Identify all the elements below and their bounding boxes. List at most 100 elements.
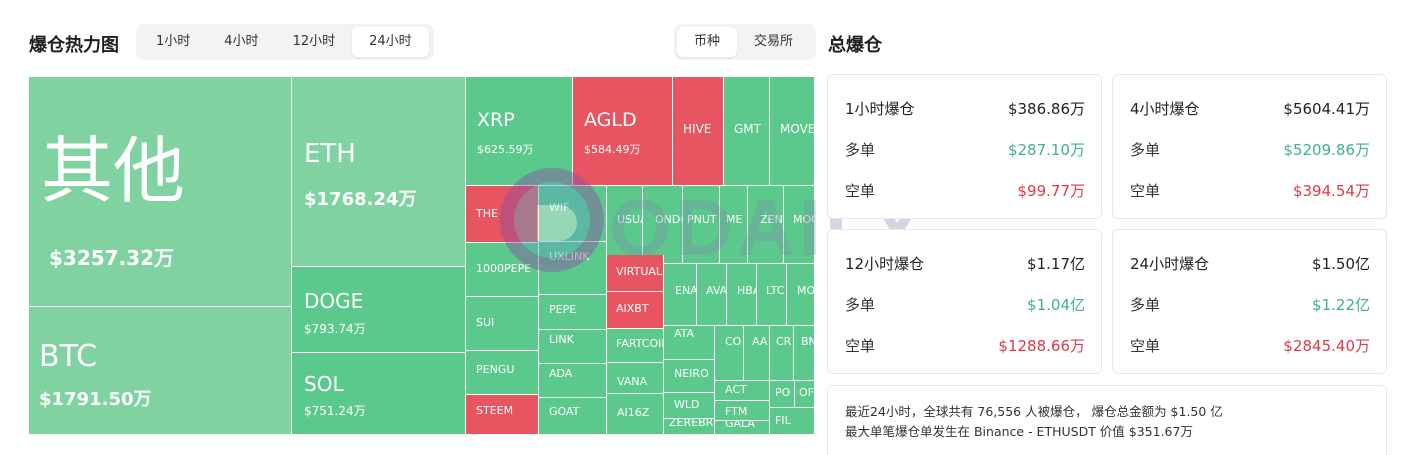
card-period: 1小时爆仓 xyxy=(845,99,915,118)
tab-4h[interactable]: 4小时 xyxy=(224,34,259,49)
long-label: 多单 xyxy=(845,140,876,159)
heatmap-cell[interactable]: MOVE xyxy=(770,77,815,186)
heatmap-cell[interactable]: PNUT xyxy=(683,186,720,264)
heatmap-cell[interactable]: WLD xyxy=(664,393,715,419)
heatmap-cell[interactable]: OF xyxy=(795,381,815,408)
heatmap-cell[interactable]: STEEM xyxy=(466,395,539,435)
long-value: $5209.86万 xyxy=(1283,140,1370,159)
heatmap-cell[interactable]: HIVE xyxy=(673,77,724,186)
heatmap-cell[interactable]: NEIRO xyxy=(664,360,715,393)
heatmap-cell[interactable]: AIXBT xyxy=(607,292,664,329)
cell-symbol: GOAT xyxy=(549,405,580,418)
cell-symbol: 其他 xyxy=(41,129,186,213)
heatmap-cell[interactable]: USUAL xyxy=(607,186,643,264)
heatmap-title: 爆仓热力图 xyxy=(29,35,119,56)
heatmap-cell[interactable]: CR xyxy=(770,326,794,381)
cell-symbol: ME xyxy=(726,213,743,226)
cell-symbol: 1000PEPE xyxy=(476,262,532,275)
heatmap-cell[interactable]: SOL $751.24万 xyxy=(292,353,466,435)
heatmap-cell[interactable]: 其他 $3257.32万 xyxy=(29,77,292,307)
card-1h: 1小时爆仓 $386.86万 多单 $287.10万 空单 $99.77万 xyxy=(827,74,1102,219)
card-total: $386.86万 xyxy=(1007,99,1085,118)
tab-24h[interactable]: 24小时 xyxy=(352,27,429,57)
heatmap-cell[interactable]: LTC xyxy=(757,264,787,326)
heatmap-cell[interactable]: ACT xyxy=(715,381,770,401)
heatmap-cell[interactable]: FIL xyxy=(770,408,815,435)
heatmap-cell[interactable]: AVA xyxy=(697,264,727,326)
heatmap-cell[interactable]: ME xyxy=(720,186,748,264)
tab-exchange[interactable]: 交易所 xyxy=(754,34,794,49)
heatmap-cell[interactable]: BTC $1791.50万 xyxy=(29,307,292,435)
cell-symbol: UXLINK xyxy=(549,250,590,263)
cell-symbol: ONDO xyxy=(655,213,682,226)
heatmap-cell[interactable]: ETH $1768.24万 xyxy=(292,77,466,267)
heatmap-cell[interactable]: XRP $625.59万 xyxy=(466,77,573,186)
short-label: 空单 xyxy=(1130,181,1161,200)
tab-1h[interactable]: 1小时 xyxy=(156,34,191,49)
cell-symbol: BTC xyxy=(39,339,98,374)
cell-symbol: ENA xyxy=(675,284,697,297)
heatmap-cell[interactable]: FTM xyxy=(715,401,770,421)
heatmap-cell[interactable]: DOGE $793.74万 xyxy=(292,267,466,353)
heatmap-cell[interactable]: AI16Z xyxy=(607,394,664,435)
heatmap-cell[interactable]: GOAT xyxy=(539,398,607,435)
heatmap-cell[interactable]: ADA xyxy=(539,364,607,398)
cell-symbol: ETH xyxy=(304,139,356,169)
heatmap-cell[interactable]: PENGU xyxy=(466,351,539,395)
cell-symbol: VIRTUAL xyxy=(616,265,663,278)
heatmap-cell[interactable]: UXLINK xyxy=(539,242,607,295)
cell-symbol: AIXBT xyxy=(616,302,649,315)
heatmap-cell[interactable]: PO xyxy=(770,381,795,408)
cell-symbol: WLD xyxy=(674,398,700,411)
heatmap-cell[interactable]: LINK xyxy=(539,330,607,364)
cell-symbol: BN xyxy=(801,335,814,348)
cell-symbol: GMT xyxy=(734,122,761,136)
heatmap-cell[interactable]: SUI xyxy=(466,297,539,351)
heatmap-cell[interactable]: GMT xyxy=(724,77,770,186)
heatmap-cell[interactable]: GALA xyxy=(715,421,770,435)
cell-symbol: WIF xyxy=(549,201,570,214)
short-value: $2845.40万 xyxy=(1283,336,1370,355)
cell-symbol: DOGE xyxy=(304,289,364,313)
heatmap-cell[interactable]: WIF xyxy=(539,186,607,242)
time-range-switch: 1小时 4小时 12小时 24小时 xyxy=(136,24,434,60)
heatmap-cell[interactable]: AA xyxy=(744,326,770,381)
heatmap-cell[interactable]: BN xyxy=(794,326,815,381)
short-value: $99.77万 xyxy=(1017,181,1086,200)
heatmap-cell[interactable]: ENA xyxy=(664,264,697,326)
cell-symbol: OF xyxy=(799,386,814,399)
heatmap-cell[interactable]: CO xyxy=(715,326,744,381)
heatmap-cell[interactable]: ZEN xyxy=(748,186,784,264)
cell-symbol: STEEM xyxy=(476,404,514,417)
heatmap-cell[interactable]: 1000PEPE xyxy=(466,243,539,297)
tab-coin[interactable]: 币种 xyxy=(677,27,738,57)
short-label: 空单 xyxy=(1130,336,1161,355)
cell-symbol: USUAL xyxy=(617,213,642,226)
heatmap-cell[interactable]: AGLD $584.49万 xyxy=(573,77,673,186)
liquidation-heatmap: 其他 $3257.32万 BTC $1791.50万 ETH $1768.24万 DOGE $… xyxy=(29,77,815,435)
heatmap-cell[interactable]: VANA xyxy=(607,363,664,394)
heatmap-cell[interactable]: PEPE xyxy=(539,295,607,330)
heatmap-cell[interactable]: ATA xyxy=(664,326,715,360)
cell-value: $3257.32万 xyxy=(49,246,175,270)
summary-line-1: 最近24小时，全球共有 76,556 人被爆仓， 爆仓总金额为 $1.50 亿 xyxy=(845,404,1223,419)
tab-12h[interactable]: 12小时 xyxy=(292,34,336,49)
long-label: 多单 xyxy=(1130,295,1161,314)
heatmap-cell[interactable]: ZEREBRO xyxy=(664,419,715,435)
heatmap-cell[interactable]: VIRTUAL xyxy=(607,255,664,292)
heatmap-cell[interactable]: HBA xyxy=(727,264,757,326)
card-4h: 4小时爆仓 $5604.41万 多单 $5209.86万 空单 $394.54万 xyxy=(1112,74,1387,219)
cell-symbol: MOVE xyxy=(780,122,815,136)
group-switch: 币种 交易所 xyxy=(674,24,816,60)
heatmap-cell[interactable]: THE xyxy=(466,186,539,243)
heatmap-cell[interactable]: ONDO xyxy=(643,186,683,264)
cell-symbol: PNUT xyxy=(687,213,717,226)
cell-symbol: CR xyxy=(776,335,792,348)
cell-symbol: ADA xyxy=(549,367,573,380)
card-24h: 24小时爆仓 $1.50亿 多单 $1.22亿 空单 $2845.40万 xyxy=(1112,229,1387,374)
heatmap-cell[interactable]: MOOD xyxy=(784,186,815,264)
heatmap-cell[interactable]: MO xyxy=(787,264,815,326)
cell-symbol: VANA xyxy=(617,375,648,388)
